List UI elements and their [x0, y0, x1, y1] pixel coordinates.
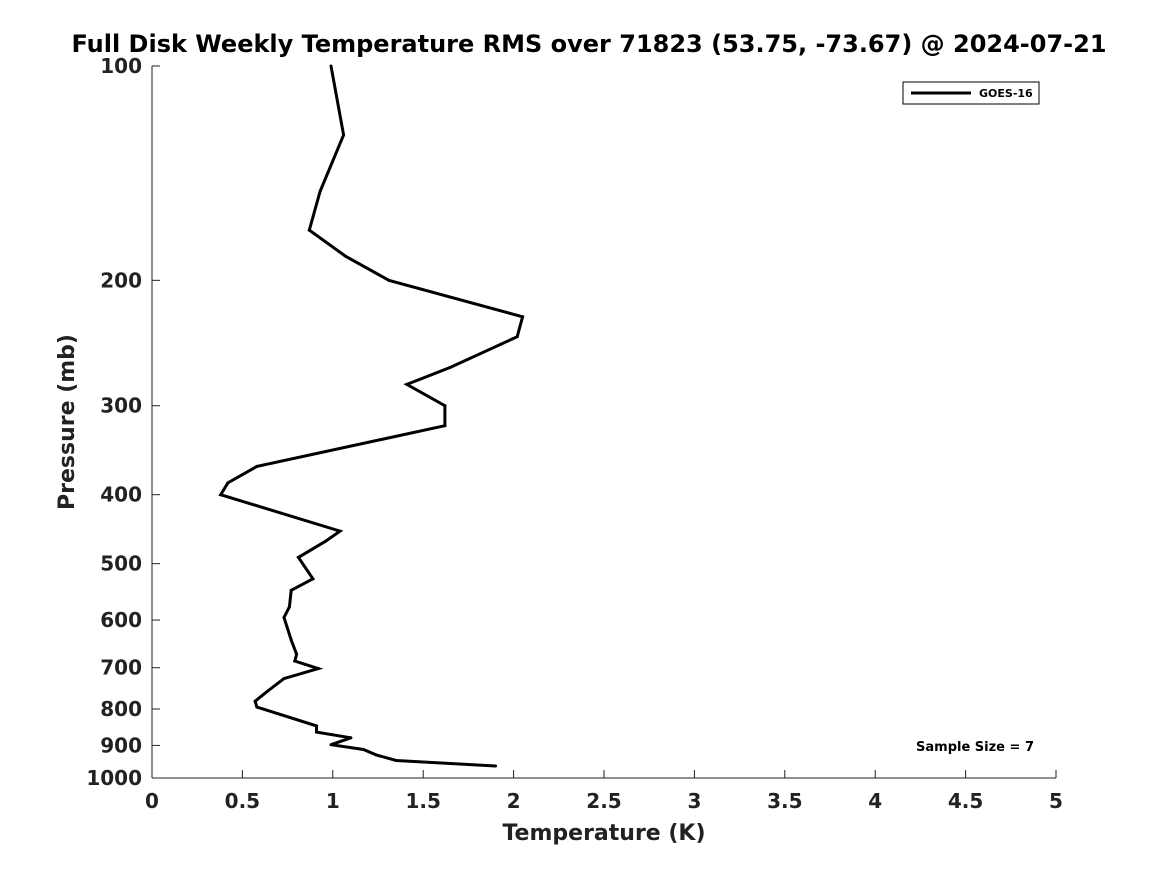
data-point	[318, 189, 322, 193]
data-point	[289, 638, 293, 642]
data-point	[515, 335, 519, 339]
data-point	[443, 424, 447, 428]
data-point	[342, 133, 346, 137]
sample-size-annotation: Sample Size = 7	[916, 740, 1034, 755]
x-tick-label: 1	[326, 789, 340, 813]
y-tick-label: 1000	[86, 766, 142, 790]
data-point	[289, 588, 293, 592]
data-point	[255, 705, 259, 709]
data-point	[253, 699, 257, 703]
data-point	[226, 481, 230, 485]
data-point	[338, 529, 342, 533]
data-point	[266, 689, 270, 693]
x-axis-label: Temperature (K)	[502, 821, 705, 846]
y-tick-label: 500	[100, 552, 142, 576]
y-ticks: 100 200 300 400 500 600 700 800 900 1000	[86, 54, 160, 790]
y-tick-label: 300	[100, 394, 142, 418]
y-tick-label: 700	[100, 656, 142, 680]
data-point	[405, 382, 409, 386]
legend: GOES-16	[902, 81, 1040, 105]
data-point	[287, 605, 291, 609]
y-tick-label: 400	[100, 483, 142, 507]
data-point	[443, 404, 447, 408]
x-tick-label: 5	[1049, 789, 1063, 813]
data-point	[296, 555, 300, 559]
data-point	[293, 659, 297, 663]
data-point	[494, 764, 497, 768]
data-point	[316, 667, 320, 671]
data-point	[282, 616, 286, 619]
data-point	[282, 677, 286, 681]
y-axis-label: Pressure (mb)	[55, 334, 80, 510]
data-point	[349, 736, 353, 740]
y-tick-label: 900	[100, 733, 142, 757]
data-point	[448, 365, 452, 369]
x-ticks: 0 0.5 1 1.5 2 2.5 3 3.5 4 4.5 5	[145, 770, 1063, 813]
y-tick-label: 800	[100, 697, 142, 721]
x-tick-label: 3	[687, 789, 701, 813]
data-point	[315, 730, 318, 734]
data-point	[315, 724, 318, 728]
x-tick-label: 3.5	[767, 789, 802, 813]
x-tick-label: 4	[868, 789, 882, 813]
data-point	[344, 254, 347, 258]
data-point	[362, 748, 365, 751]
data-point	[219, 493, 223, 497]
legend-label-goes-16: GOES-16	[979, 87, 1033, 100]
data-point	[324, 539, 328, 543]
y-tick-label: 600	[100, 608, 142, 632]
data-point	[329, 743, 333, 747]
chart-title: Full Disk Weekly Temperature RMS over 71…	[71, 30, 1106, 58]
y-tick-label: 100	[100, 54, 142, 78]
x-tick-label: 2	[507, 789, 521, 813]
y-tick-label: 200	[100, 268, 142, 292]
x-tick-label: 4.5	[948, 789, 983, 813]
x-tick-label: 2.5	[586, 789, 621, 813]
x-tick-label: 0.5	[225, 789, 260, 813]
data-point	[295, 652, 299, 656]
x-tick-label: 1.5	[405, 789, 440, 813]
data-point	[329, 64, 333, 68]
data-point	[374, 753, 378, 757]
data-point	[307, 228, 311, 232]
series-layer	[218, 64, 525, 768]
data-point	[311, 577, 315, 581]
data-point	[521, 315, 525, 319]
x-tick-label: 0	[145, 789, 159, 813]
data-point	[394, 759, 398, 762]
data-point	[387, 278, 391, 282]
data-point	[255, 464, 259, 468]
